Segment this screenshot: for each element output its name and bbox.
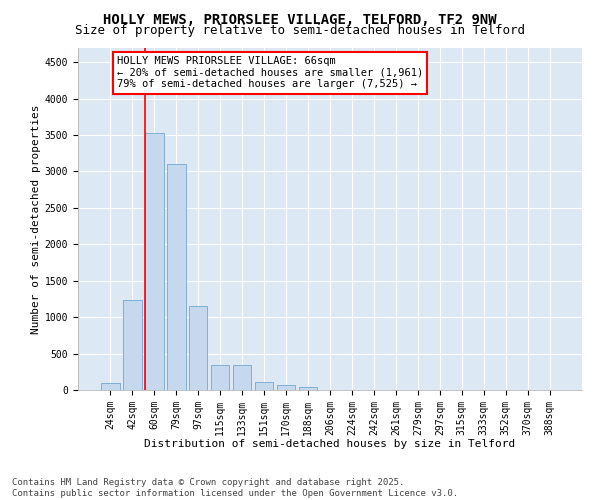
Bar (277, 386, 295, 390)
Bar (167, 164, 185, 390)
Bar (299, 387, 317, 390)
Bar (255, 382, 274, 390)
Text: Size of property relative to semi-detached houses in Telford: Size of property relative to semi-detach… (75, 24, 525, 37)
Text: HOLLY MEWS, PRIORSLEE VILLAGE, TELFORD, TF2 9NW: HOLLY MEWS, PRIORSLEE VILLAGE, TELFORD, … (103, 12, 497, 26)
Bar (211, 365, 229, 390)
Bar (189, 306, 208, 390)
Y-axis label: Number of semi-detached properties: Number of semi-detached properties (31, 104, 41, 334)
Bar (123, 300, 142, 390)
Bar (145, 133, 164, 390)
X-axis label: Distribution of semi-detached houses by size in Telford: Distribution of semi-detached houses by … (145, 439, 515, 449)
Bar (101, 384, 119, 390)
Bar (233, 365, 251, 390)
Text: HOLLY MEWS PRIORSLEE VILLAGE: 66sqm
← 20% of semi-detached houses are smaller (1: HOLLY MEWS PRIORSLEE VILLAGE: 66sqm ← 20… (117, 56, 423, 90)
Text: Contains HM Land Registry data © Crown copyright and database right 2025.
Contai: Contains HM Land Registry data © Crown c… (12, 478, 458, 498)
